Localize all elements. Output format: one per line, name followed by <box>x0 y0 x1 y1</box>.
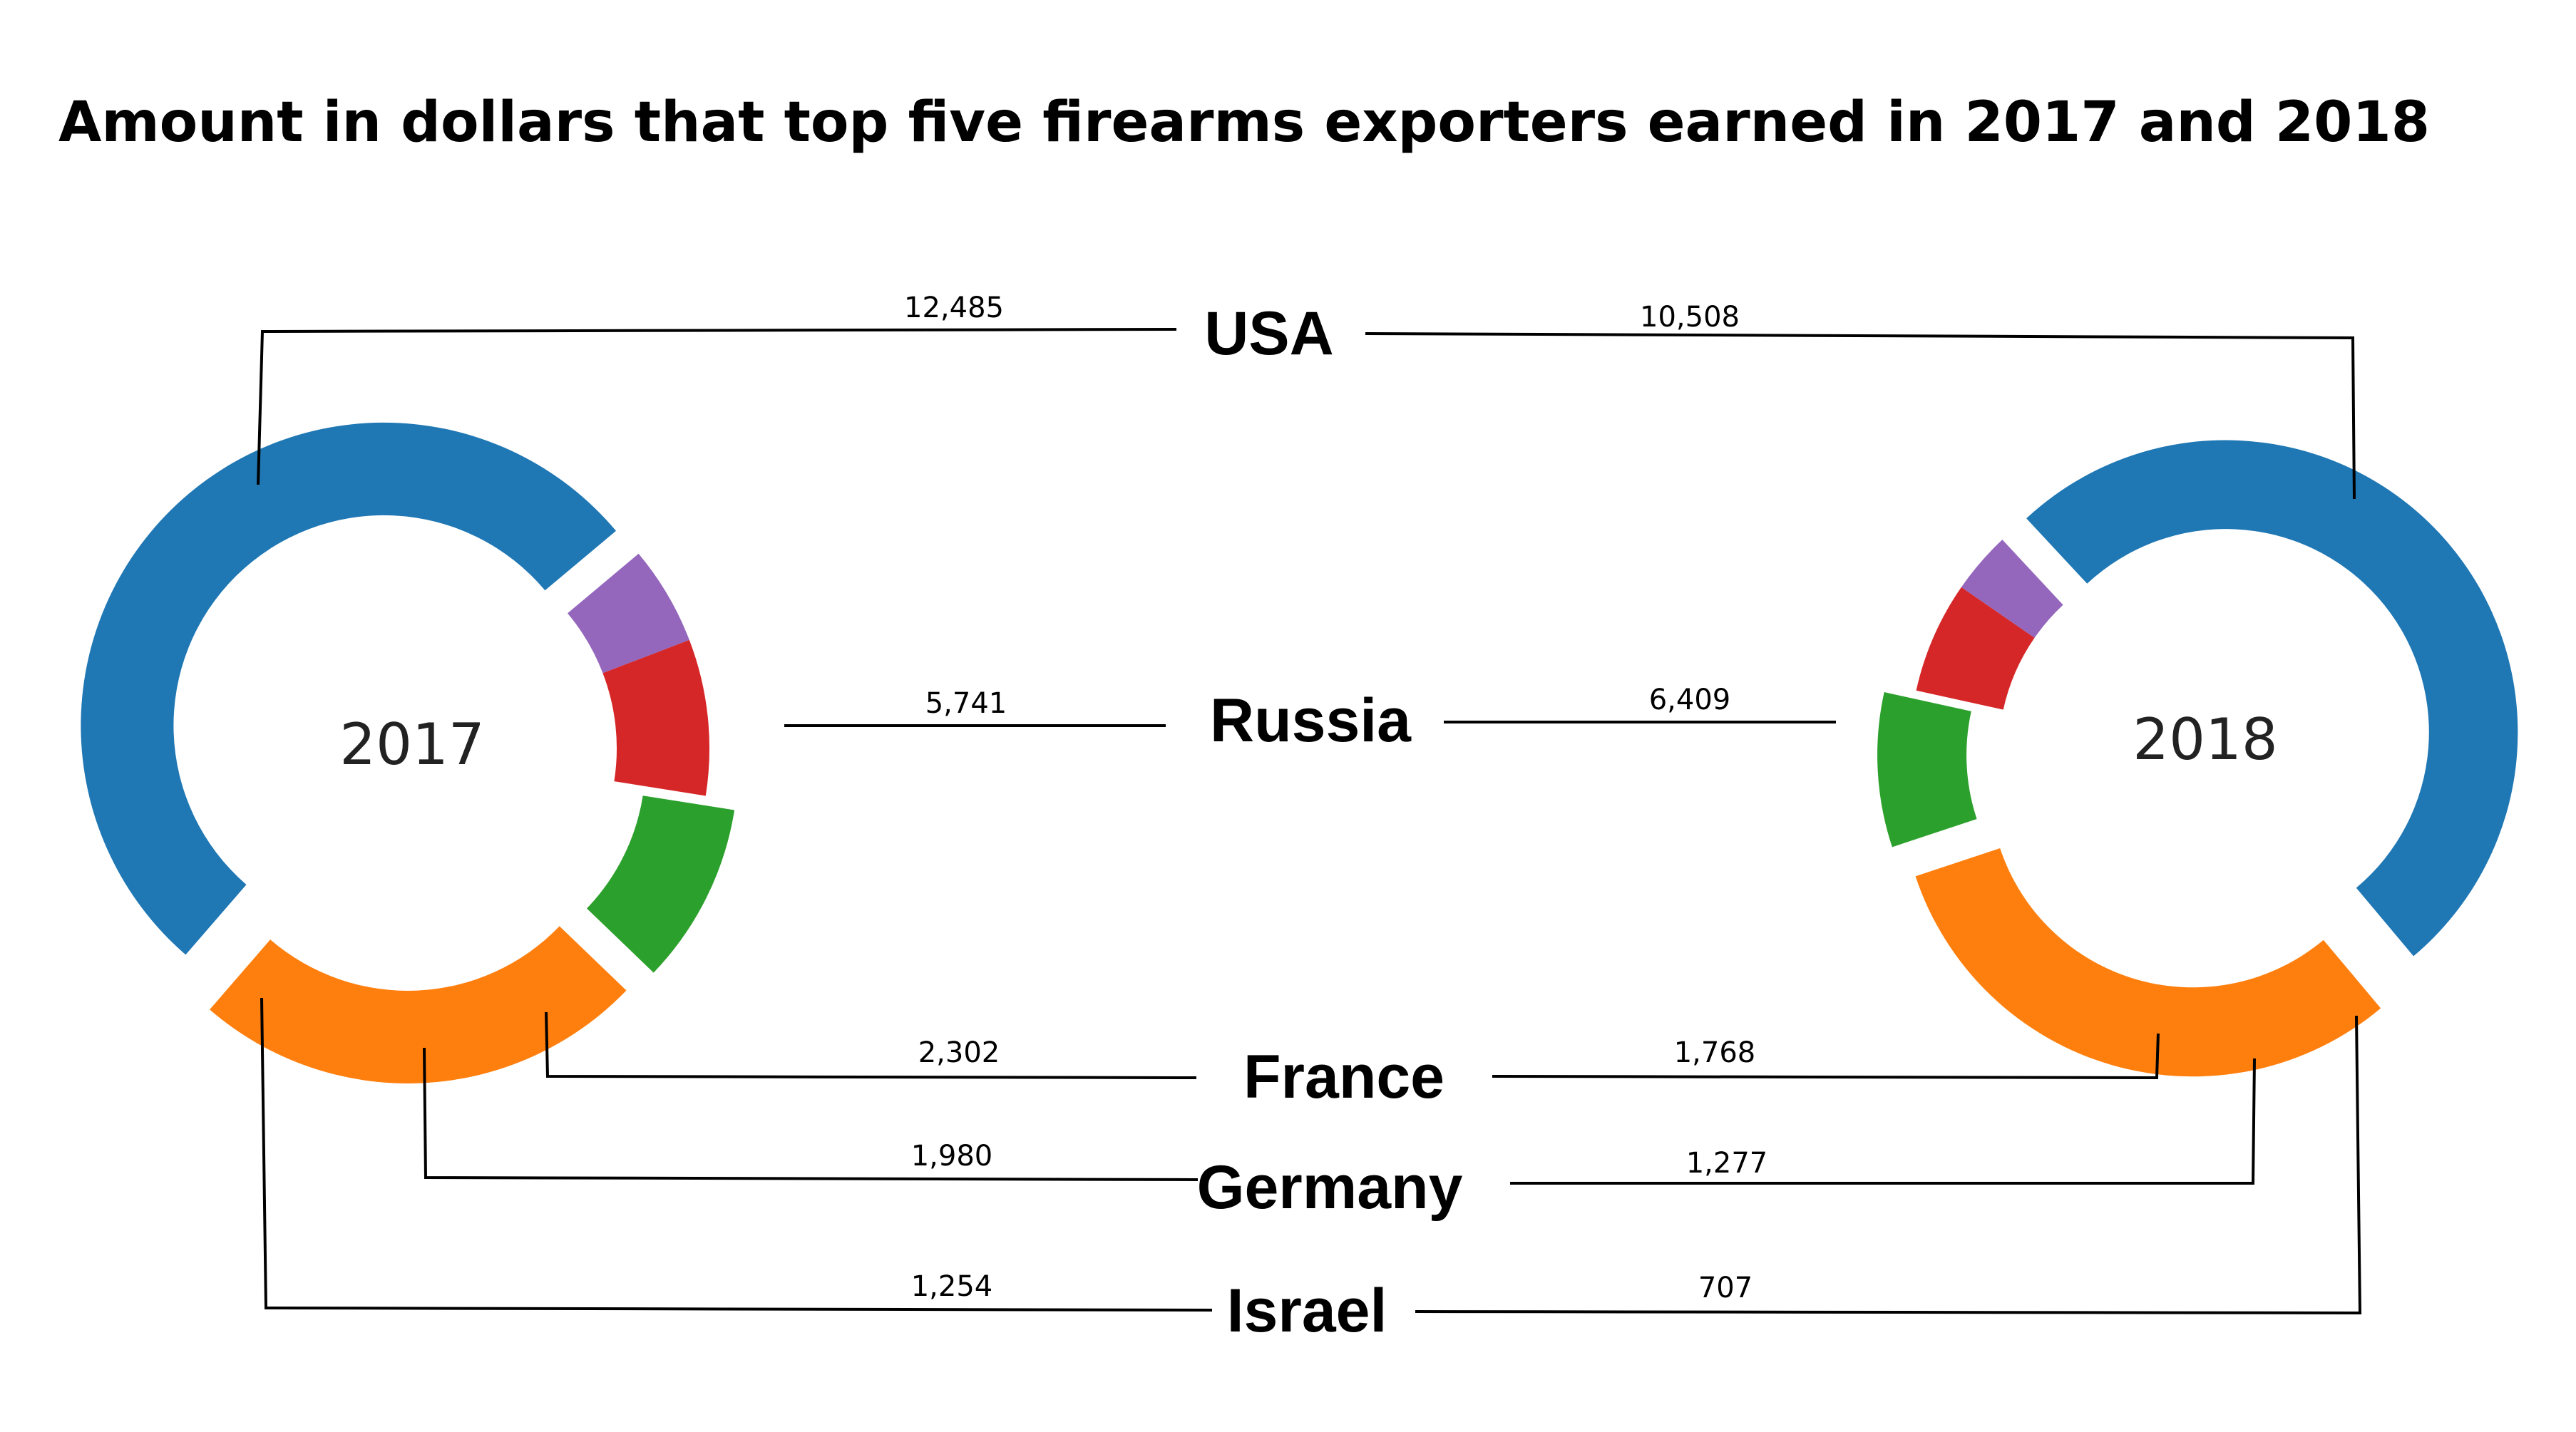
leader-france-2018 <box>1492 1033 2160 1080</box>
value-label-russia-2018: 6,409 <box>1649 684 1731 716</box>
country-label-israel: Israel <box>1227 1277 1387 1345</box>
leader-israel-2018 <box>1415 1015 2362 1315</box>
value-label-israel-2018: 707 <box>1698 1272 1753 1304</box>
donut-2017 <box>81 422 735 1083</box>
value-label-usa-2018: 10,508 <box>1640 301 1740 334</box>
leader-germany-2018 <box>1510 1058 2256 1185</box>
donut-slice-usa-2018 <box>2026 440 2518 957</box>
donut-slice-russia-2017 <box>210 926 627 1083</box>
donut-2018 <box>1877 440 2518 1077</box>
chart-title: Amount in dollars that top five firearms… <box>58 91 2430 155</box>
donut-slice-germany-2017 <box>602 639 710 796</box>
leader-usa-2018 <box>1365 332 2356 500</box>
donut-slice-russia-2018 <box>1915 848 2381 1077</box>
donut-slice-israel-2017 <box>568 553 689 674</box>
donut-slice-france-2018 <box>1877 692 1977 848</box>
country-label-russia: Russia <box>1210 686 1412 755</box>
leader-israel-2017 <box>260 997 1213 1312</box>
value-label-usa-2017: 12,485 <box>904 292 1004 324</box>
country-label-france: France <box>1243 1043 1444 1111</box>
country-label-usa: USA <box>1204 299 1334 368</box>
value-label-israel-2017: 1,254 <box>911 1270 993 1303</box>
leader-usa-2017 <box>257 328 1177 485</box>
value-label-france-2017: 2,302 <box>918 1036 1000 1069</box>
leader-france-2017 <box>545 1011 1197 1079</box>
donut-slice-france-2017 <box>587 795 735 973</box>
value-label-russia-2017: 5,741 <box>925 687 1007 720</box>
donut-slice-germany-2018 <box>1916 587 2035 710</box>
value-label-germany-2017: 1,980 <box>911 1140 993 1173</box>
country-label-germany: Germany <box>1197 1153 1463 1222</box>
donut-slice-usa-2017 <box>81 422 617 955</box>
donut-slice-israel-2018 <box>1961 540 2063 638</box>
leader-germany-2017 <box>423 1047 1199 1181</box>
year-label-2018: 2018 <box>2133 706 2278 773</box>
year-label-2017: 2017 <box>339 711 485 778</box>
value-label-germany-2018: 1,277 <box>1686 1147 1768 1180</box>
value-label-france-2018: 1,768 <box>1674 1036 1756 1069</box>
